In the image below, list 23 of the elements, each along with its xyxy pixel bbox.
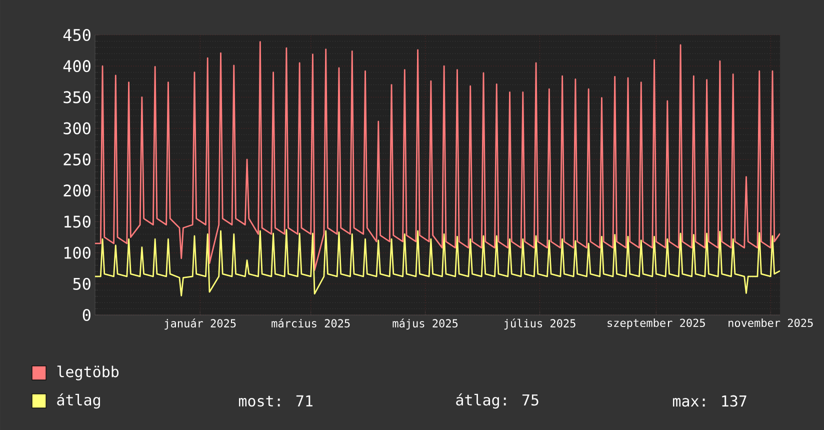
y-tick-label: 100 [64, 246, 90, 259]
y-tick-label: 450 [63, 28, 90, 42]
x-tick-label: március 2025 [272, 318, 350, 328]
y-tick-label: 150 [64, 216, 90, 228]
legend-label: legtöbb [57, 366, 119, 380]
text: max: 137 [673, 395, 746, 407]
line-series [95, 229, 780, 296]
y-tick-label: 300 [64, 122, 90, 134]
legend-label: átlag [57, 393, 100, 409]
y-tick-label: 250 [64, 153, 90, 166]
y-tick-label: 50 [73, 278, 90, 290]
x-tick-label: május 2025 [392, 318, 458, 330]
x-tick-label: szeptember 2025 [608, 318, 705, 330]
line-series [95, 41, 780, 271]
y-tick-label: 350 [64, 91, 90, 104]
text: most: 71 [239, 395, 312, 407]
text: átlag: 75 [456, 393, 538, 409]
y-tick-label: 0 [82, 308, 90, 322]
y-tick-label: 400 [63, 60, 90, 72]
x-tick-label: január 2025 [164, 318, 236, 330]
x-tick-label: november 2025 [728, 318, 813, 328]
y-tick-label: 200 [64, 184, 90, 197]
x-tick-label: július 2025 [504, 318, 576, 330]
